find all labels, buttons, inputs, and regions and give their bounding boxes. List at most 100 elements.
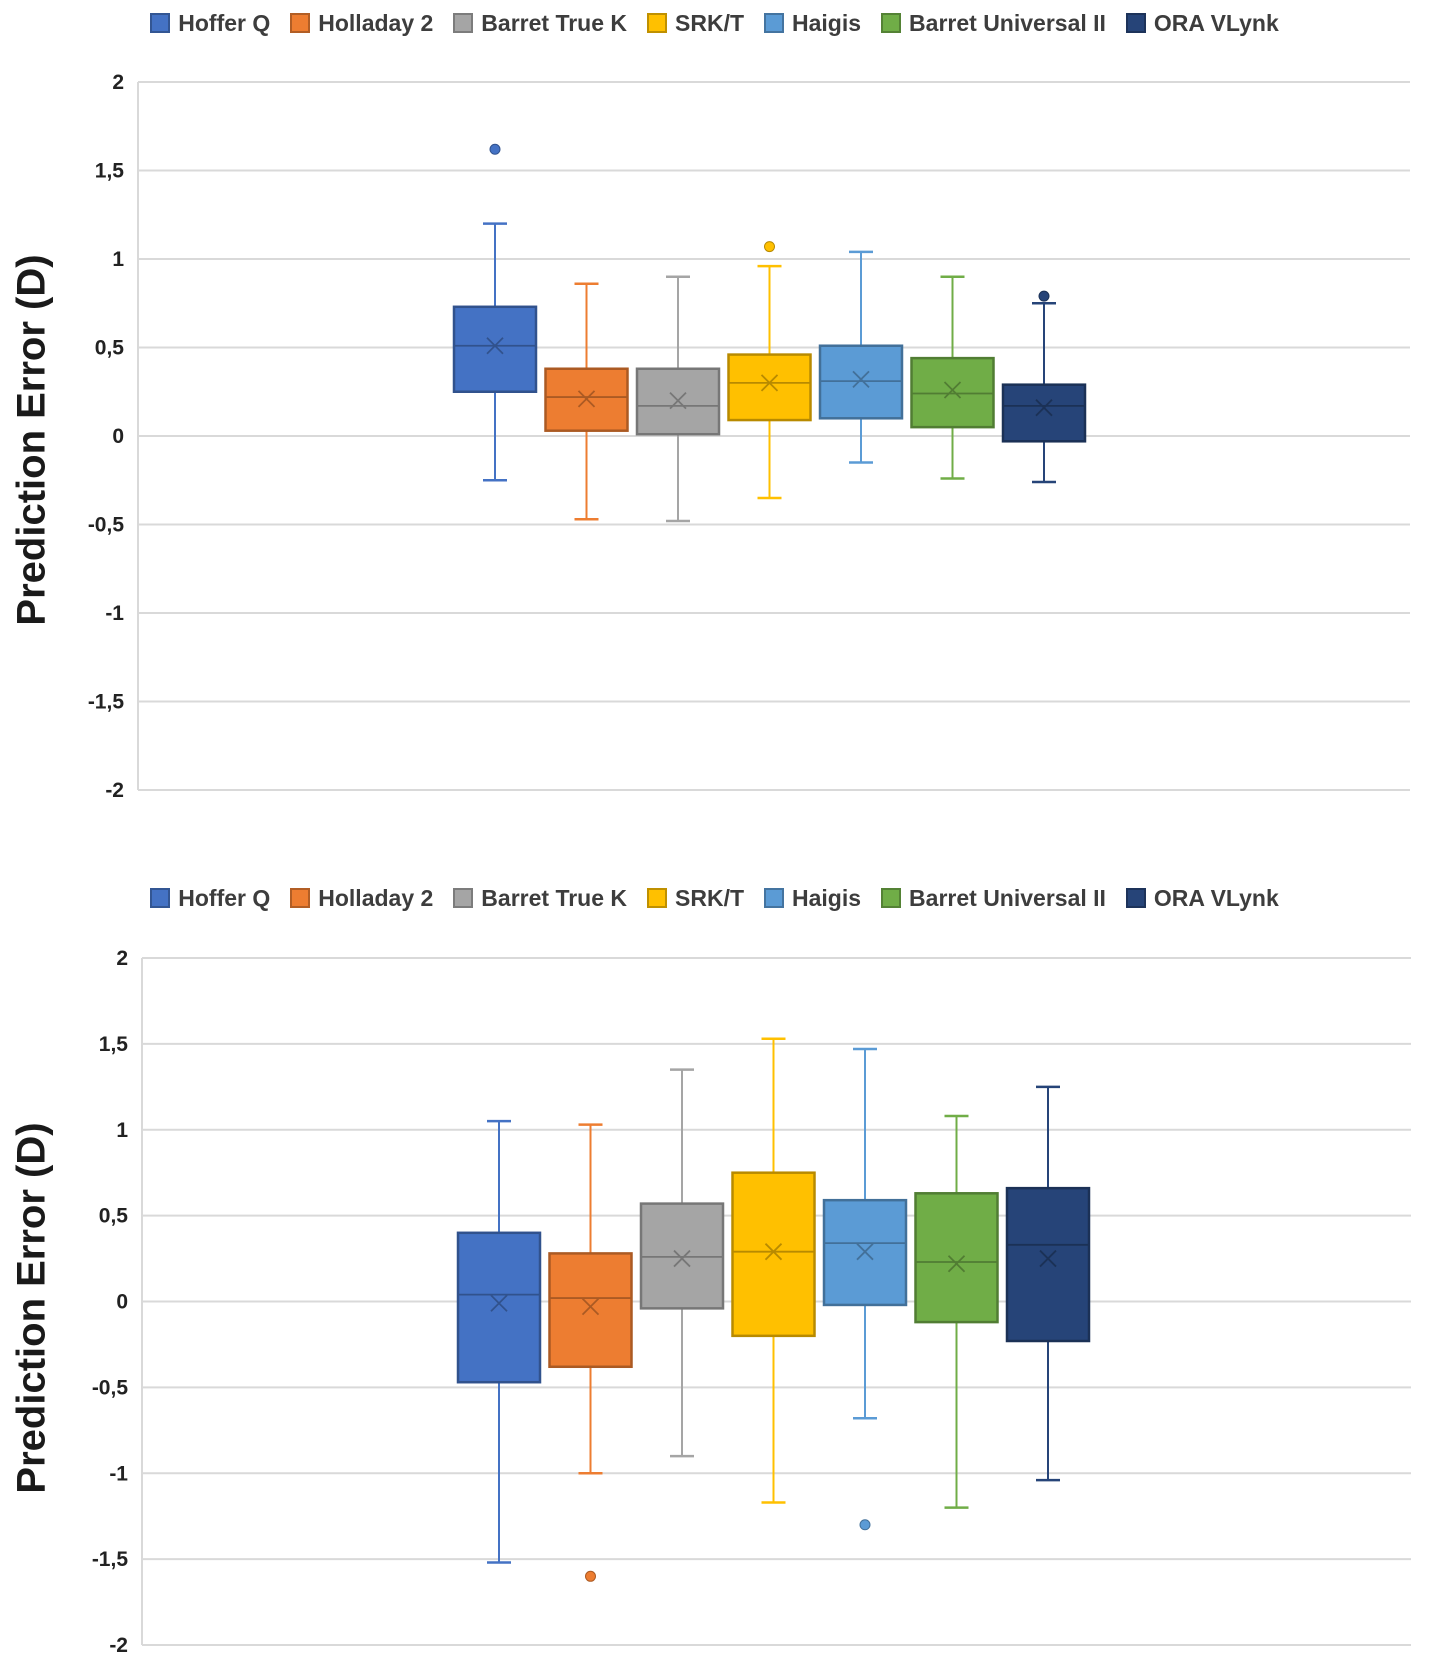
y-tick-label: 0 xyxy=(116,1291,128,1314)
legend-swatch xyxy=(1125,13,1146,33)
legend: Hoffer Q Holladay 2 Barret True K SRK/T Haig… xyxy=(0,881,1429,915)
legend-swatch xyxy=(290,13,311,33)
mean-marker xyxy=(577,390,596,408)
box-srk-t xyxy=(727,241,812,500)
outlier-point xyxy=(585,1570,596,1582)
y-tick-label: -2 xyxy=(105,779,124,802)
legend-label: Haigis xyxy=(792,9,862,36)
box-iqr xyxy=(727,353,812,422)
legend-swatch xyxy=(453,888,474,908)
mean-marker xyxy=(947,1255,966,1273)
box-ora-vlynk xyxy=(1001,290,1087,484)
legend-item: Barret Universal II xyxy=(881,885,1106,912)
outlier-point xyxy=(1038,290,1050,302)
mean-marker xyxy=(1035,399,1053,417)
legend-label: Barret Universal II xyxy=(909,884,1106,911)
box-barret-true-k xyxy=(635,275,721,523)
legend-label: SRK/T xyxy=(675,9,745,36)
box-ora-vlynk xyxy=(1005,1085,1091,1482)
box-barret-universal-ii xyxy=(914,1114,999,1509)
box-haigis xyxy=(822,1047,908,1531)
legend-label: Hoffer Q xyxy=(178,9,271,36)
legend-item: Barret True K xyxy=(453,885,627,912)
legend-label: Holladay 2 xyxy=(318,884,434,911)
box-srk-t xyxy=(731,1037,816,1504)
box-iqr xyxy=(635,367,721,436)
mean-marker xyxy=(490,1294,508,1312)
y-tick-label: 1,5 xyxy=(99,1033,129,1056)
y-tick-label: 2 xyxy=(116,947,128,970)
legend-swatch xyxy=(764,13,785,33)
box-iqr xyxy=(1005,1186,1091,1343)
box-iqr xyxy=(456,1231,542,1384)
box-hoffer-q xyxy=(452,143,538,482)
legend-label: Barret Universal II xyxy=(909,9,1106,36)
legend-item: Haigis xyxy=(764,10,861,37)
legend-item: ORA VLynk xyxy=(1125,9,1279,37)
legend-label: Barret True K xyxy=(481,884,628,911)
legend-swatch xyxy=(881,13,902,33)
mean-marker xyxy=(856,1243,874,1261)
y-tick-label: -0,5 xyxy=(88,514,125,537)
legend-item: Holladay 2 xyxy=(290,10,433,37)
y-tick-label: -2 xyxy=(109,1634,128,1657)
mean-marker xyxy=(760,374,779,392)
legend-item: SRK/T xyxy=(647,10,744,37)
legend-swatch xyxy=(647,888,668,908)
mean-marker xyxy=(486,337,504,355)
chart-panel-bottom: Hoffer Q Holladay 2 Barret True K SRK/T Haig… xyxy=(0,875,1429,1666)
mean-marker xyxy=(764,1243,783,1261)
mean-marker xyxy=(581,1298,600,1316)
y-tick-label: -1,5 xyxy=(92,1548,129,1571)
box-hoffer-q xyxy=(456,1119,542,1564)
box-plot-bottom: 2 1,5 1 0,5 0 -0,5 -1 -1,5 -2 xyxy=(92,947,1411,1657)
legend-item: SRK/T xyxy=(647,885,744,912)
legend-item: Holladay 2 xyxy=(290,885,433,912)
legend-label: SRK/T xyxy=(675,884,745,911)
outlier-point xyxy=(489,143,501,155)
legend-label: Hoffer Q xyxy=(178,884,271,911)
box-iqr xyxy=(1001,383,1087,443)
y-tick-label: 0,5 xyxy=(95,337,125,360)
box-barret-true-k xyxy=(639,1068,725,1458)
chart-panel-top: Hoffer Q Holladay 2 Barret True K SRK/T Haig… xyxy=(0,0,1429,820)
box-holladay-2 xyxy=(548,1123,633,1582)
box-haigis xyxy=(818,250,904,464)
legend-item: ORA VLynk xyxy=(1125,884,1279,912)
box-holladay-2 xyxy=(544,282,629,521)
mean-marker xyxy=(943,381,962,399)
legend-swatch xyxy=(1125,888,1146,908)
mean-marker xyxy=(852,370,870,388)
box-iqr xyxy=(548,1252,633,1369)
legend-label: Barret True K xyxy=(481,9,628,36)
outlier-point xyxy=(859,1519,871,1531)
legend-swatch xyxy=(150,13,171,33)
box-barret-universal-ii xyxy=(910,275,995,480)
legend: Hoffer Q Holladay 2 Barret True K SRK/T Haig… xyxy=(0,6,1429,40)
legend-swatch xyxy=(647,13,668,33)
y-tick-label: -1 xyxy=(105,602,124,625)
box-iqr xyxy=(914,1192,999,1324)
y-tick-label: -1,5 xyxy=(88,691,125,714)
y-tick-label: 1 xyxy=(112,248,124,271)
y-tick-label: 0,5 xyxy=(99,1205,129,1228)
legend-swatch xyxy=(881,888,902,908)
legend-item: Hoffer Q xyxy=(150,885,270,912)
box-iqr xyxy=(452,305,538,394)
legend-swatch xyxy=(764,888,785,908)
outlier-point xyxy=(764,241,775,253)
box-plot-top: 2 1,5 1 0,5 0 -0,5 -1 -1,5 -2 xyxy=(88,71,1410,802)
legend-item: Haigis xyxy=(764,885,861,912)
legend-label: ORA VLynk xyxy=(1153,9,1279,36)
y-tick-label: 0 xyxy=(112,425,124,448)
legend-label: ORA VLynk xyxy=(1153,884,1279,911)
mean-marker xyxy=(669,391,687,410)
legend-swatch xyxy=(290,888,311,908)
legend-item: Barret Universal II xyxy=(881,10,1106,37)
mean-marker xyxy=(1039,1249,1057,1268)
mean-marker xyxy=(673,1249,691,1268)
y-tick-label: 1,5 xyxy=(95,160,125,183)
legend-item: Barret True K xyxy=(453,10,627,37)
y-tick-label: 2 xyxy=(112,71,124,94)
y-tick-label: -1 xyxy=(109,1462,128,1485)
